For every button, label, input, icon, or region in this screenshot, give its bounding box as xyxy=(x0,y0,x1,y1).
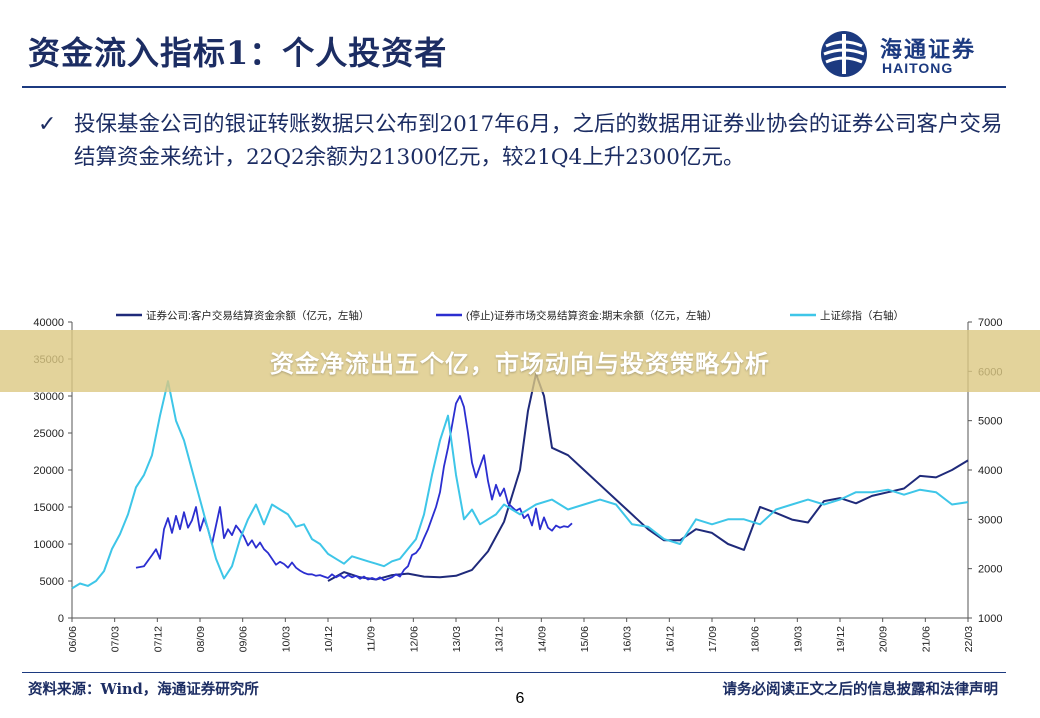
x-tick-label: 06/06 xyxy=(67,626,79,652)
haitong-logo: 海通证券 HAITONG xyxy=(818,28,1018,80)
x-tick-label: 13/03 xyxy=(451,626,463,652)
overlay-banner xyxy=(0,330,1040,392)
left-tick-label: 30000 xyxy=(33,391,64,403)
haitong-logo-icon xyxy=(821,31,867,77)
legend-label: 证券公司:客户交易结算资金余额（亿元，左轴） xyxy=(146,309,369,322)
x-tick-label: 17/09 xyxy=(707,626,719,652)
x-tick-label: 16/03 xyxy=(622,626,634,652)
left-tick-label: 5000 xyxy=(40,576,64,588)
bullet-point: ✓ 投保基金公司的银证转账数据只公布到2017年6月，之后的数据用证券业协会的证… xyxy=(38,108,1018,174)
legend-label: 上证综指（右轴） xyxy=(820,309,904,322)
source-note: 资料来源：Wind，海通证券研究所 xyxy=(28,681,259,698)
disclaimer-note: 请务必阅读正文之后的信息披露和法律声明 xyxy=(722,681,999,698)
chart-legend: 证券公司:客户交易结算资金余额（亿元，左轴） (停止)证券市场交易结算资金:期末余… xyxy=(116,309,904,322)
right-tick-label: 1000 xyxy=(978,613,1002,625)
left-tick-label: 15000 xyxy=(33,502,64,514)
legend-label: (停止)证券市场交易结算资金:期末余额（亿元，左轴） xyxy=(466,309,717,322)
x-tick-label: 19/12 xyxy=(835,626,847,652)
x-tick-label: 10/03 xyxy=(280,626,292,652)
bullet-text: 投保基金公司的银证转账数据只公布到2017年6月，之后的数据用证券业协会的证券公… xyxy=(74,112,1003,170)
x-tick-label: 20/09 xyxy=(878,626,890,652)
x-tick-label: 11/09 xyxy=(366,626,378,652)
x-tick-label: 14/09 xyxy=(536,626,548,652)
checkmark-icon: ✓ xyxy=(38,112,57,137)
title-divider xyxy=(22,86,1006,88)
x-tick-label: 15/06 xyxy=(579,626,591,652)
right-tick-label: 3000 xyxy=(978,514,1002,526)
right-tick-label: 4000 xyxy=(978,465,1002,477)
chart-series xyxy=(71,372,969,590)
banner-text: 资金净流出五个亿，市场动向与投资策略分析 xyxy=(270,350,770,378)
x-tick-label: 18/06 xyxy=(750,626,762,652)
left-tick-label: 20000 xyxy=(33,465,64,477)
x-tick-label: 08/09 xyxy=(195,626,207,652)
logo-english-text: HAITONG xyxy=(882,60,954,76)
page-title: 资金流入指标1：个人投资者 xyxy=(28,34,448,72)
x-tick-label: 10/12 xyxy=(323,626,335,652)
logo-chinese-text: 海通证券 xyxy=(880,37,977,63)
left-tick-label: 0 xyxy=(58,613,64,625)
x-tick-label: 07/03 xyxy=(110,626,122,652)
x-tick-label: 07/12 xyxy=(152,626,164,652)
right-tick-label: 5000 xyxy=(978,416,1002,428)
series-line-2 xyxy=(135,395,573,582)
left-tick-label: 40000 xyxy=(33,317,64,329)
x-tick-label: 22/03 xyxy=(963,626,975,652)
page-number: 6 xyxy=(515,690,525,707)
series-line-3 xyxy=(71,380,969,590)
right-tick-label: 7000 xyxy=(978,317,1002,329)
x-tick-label: 13/12 xyxy=(494,626,506,652)
x-tick-label: 12/06 xyxy=(408,626,420,652)
x-tick-label: 09/06 xyxy=(238,626,250,652)
footer-divider xyxy=(22,672,1006,673)
series-line-1 xyxy=(327,372,969,582)
left-tick-label: 25000 xyxy=(33,428,64,440)
left-tick-label: 10000 xyxy=(33,539,64,551)
x-tick-label: 21/06 xyxy=(920,626,932,652)
right-tick-label: 2000 xyxy=(978,564,1002,576)
x-tick-label: 16/12 xyxy=(664,626,676,652)
x-tick-label: 19/03 xyxy=(792,626,804,652)
